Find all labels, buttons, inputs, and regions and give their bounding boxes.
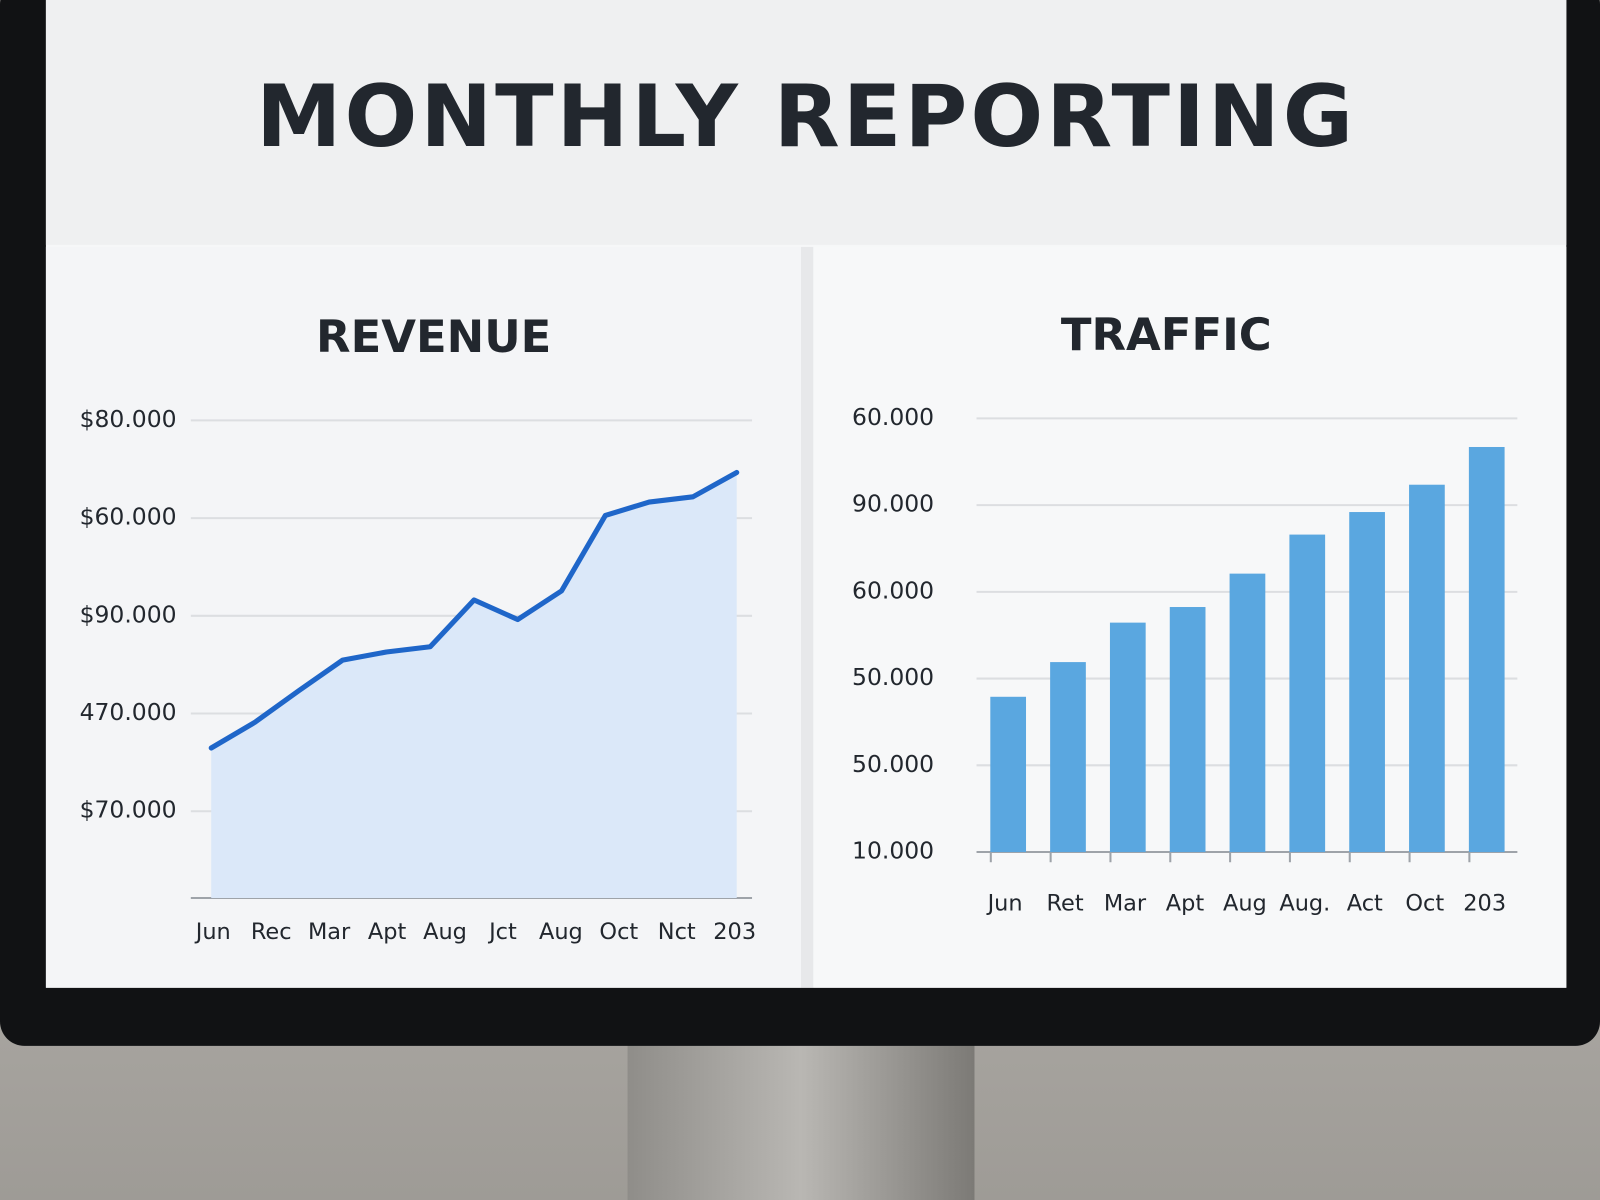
x-tick-label: 203 <box>713 919 756 945</box>
bar <box>1349 512 1385 853</box>
bar <box>1229 573 1266 853</box>
x-tick-label: Aug <box>423 919 467 945</box>
y-tick-label: 90.000 <box>852 490 934 518</box>
header-band <box>45 0 1567 245</box>
x-tick-label: Oct <box>599 919 638 945</box>
x-tick-label: Jun <box>986 891 1023 917</box>
y-tick-label: 50.000 <box>852 750 934 778</box>
x-tick-label: Rec <box>251 919 292 945</box>
x-tick-label: 203 <box>1463 891 1506 917</box>
x-tick-label: Jun <box>194 919 231 945</box>
x-tick-label: Aug. <box>1279 891 1330 917</box>
chart-title: TRAFFIC <box>1061 308 1272 361</box>
area <box>211 472 737 898</box>
x-tick-label: Jct <box>487 919 517 945</box>
y-tick-label: $90.000 <box>80 600 177 628</box>
line <box>208 469 740 751</box>
x-tick-label: Aug <box>1223 891 1267 917</box>
x-tick-label: Ret <box>1046 891 1083 917</box>
y-tick-label: $80.000 <box>80 405 177 433</box>
bar <box>990 696 1027 853</box>
x-tick-label: Mar <box>1104 891 1147 917</box>
bar <box>1409 484 1445 853</box>
bar <box>1468 446 1505 853</box>
chart-title: REVENUE <box>316 310 551 363</box>
bar <box>1109 622 1146 853</box>
y-tick-label: 60.000 <box>852 576 934 604</box>
y-tick-label: 470.000 <box>80 698 177 726</box>
y-tick-label: 10.000 <box>852 837 934 865</box>
x-tick-label: Act <box>1347 891 1383 917</box>
y-tick-label: $70.000 <box>80 796 177 824</box>
x-tick-label: Nct <box>658 919 696 945</box>
panel-divider <box>801 246 814 988</box>
bar <box>1169 607 1206 853</box>
y-tick-label: 50.000 <box>852 663 934 691</box>
y-tick-label: 60.000 <box>852 403 934 431</box>
x-tick-label: Oct <box>1405 891 1444 917</box>
bar <box>1050 662 1086 853</box>
bar <box>1289 534 1326 853</box>
x-tick-label: Apt <box>1166 891 1205 917</box>
monitor-stand <box>627 1030 975 1200</box>
x-tick-label: Apt <box>368 919 407 945</box>
x-tick-label: Mar <box>308 919 351 945</box>
page-title: MONTHLY REPORTING <box>256 67 1356 167</box>
y-tick-label: $60.000 <box>80 503 177 531</box>
x-tick-label: Aug <box>539 919 583 945</box>
